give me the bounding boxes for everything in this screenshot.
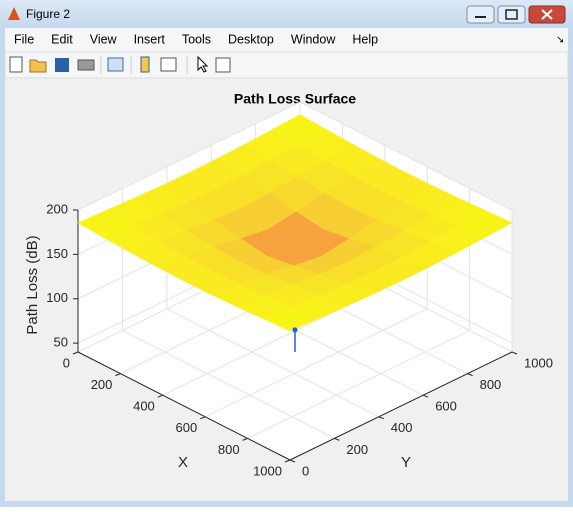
x-tick-label: 1000 xyxy=(253,463,282,478)
x-tick-label: 600 xyxy=(175,420,197,435)
maximize-button[interactable] xyxy=(497,5,526,24)
y-tick-label: 600 xyxy=(435,399,457,414)
x-tick xyxy=(157,394,163,398)
x-tick-label: 800 xyxy=(218,442,240,457)
x-tick xyxy=(284,459,291,463)
y-tick xyxy=(423,394,429,398)
pointer-icon[interactable] xyxy=(197,55,209,73)
x-tick xyxy=(242,437,248,441)
y-tick xyxy=(334,437,340,441)
grid-line xyxy=(247,329,470,439)
grid-line xyxy=(299,101,513,211)
colorbar-icon[interactable] xyxy=(140,56,150,73)
close-glyph xyxy=(541,9,553,20)
x-axis-label: X xyxy=(178,454,188,471)
menu-arrow: ↘ xyxy=(556,35,564,46)
menu-item[interactable]: Help xyxy=(352,32,378,46)
y-axis xyxy=(289,351,513,461)
menu-item[interactable]: Window xyxy=(291,32,336,46)
y-tick-label: 400 xyxy=(391,420,413,435)
z-tick-label: 100 xyxy=(46,290,68,305)
x-tick xyxy=(72,351,79,355)
grid-line xyxy=(122,329,335,439)
menu-bar xyxy=(5,28,568,52)
toolbar-icons xyxy=(9,55,231,74)
plot-area: Path Loss Surface X Y Path Loss (dB) 0 20… xyxy=(24,91,553,479)
menu-item[interactable]: Insert xyxy=(134,32,166,46)
menu-item[interactable]: File xyxy=(14,32,34,46)
grid-line xyxy=(166,308,380,418)
window-title: Figure 2 xyxy=(26,7,70,21)
menu-item[interactable]: View xyxy=(90,32,118,46)
z-axis-label: Path Loss (dB) xyxy=(24,235,41,334)
z-tick-label: 50 xyxy=(54,335,68,350)
y-tick xyxy=(289,459,296,463)
new-icon[interactable] xyxy=(9,56,23,73)
x-tick xyxy=(200,416,206,420)
x-axis xyxy=(77,351,291,461)
grid-line xyxy=(204,308,428,418)
open-icon[interactable] xyxy=(29,59,47,73)
menu-item[interactable]: Tools xyxy=(182,32,211,46)
save-icon[interactable] xyxy=(55,58,69,72)
x-tick xyxy=(115,373,121,377)
link-icon[interactable] xyxy=(107,57,124,72)
maximize-glyph xyxy=(505,9,518,20)
minimize-button[interactable] xyxy=(466,5,495,24)
app-icon xyxy=(8,7,20,20)
legend-icon[interactable] xyxy=(160,57,177,72)
y-tick xyxy=(511,351,518,355)
y-axis-label: Y xyxy=(401,454,411,471)
print-icon[interactable] xyxy=(77,59,95,71)
surface-patch xyxy=(262,306,319,332)
y-tick-label: 800 xyxy=(480,377,502,392)
menu-item[interactable]: Edit xyxy=(51,32,73,46)
x-tick-label: 0 xyxy=(63,355,70,370)
toolbar xyxy=(4,51,569,79)
menu-items: File Edit View Insert Tools Desktop Window Help xyxy=(14,32,378,46)
x-tick-label: 400 xyxy=(133,399,155,414)
y-tick-label: 1000 xyxy=(524,355,553,370)
y-tick xyxy=(467,373,473,377)
y-tick-label: 200 xyxy=(346,442,368,457)
y-tick xyxy=(378,416,384,420)
marker xyxy=(292,327,298,333)
x-tick-label: 200 xyxy=(91,377,113,392)
z-tick-label: 150 xyxy=(46,246,68,261)
grid-line xyxy=(77,101,301,211)
z-tick-label: 200 xyxy=(46,201,68,216)
menu-item[interactable]: Desktop xyxy=(228,32,274,46)
y-tick-label: 0 xyxy=(302,463,309,478)
chart-title: Path Loss Surface xyxy=(234,91,356,107)
plot-tools-icon[interactable] xyxy=(215,57,231,73)
